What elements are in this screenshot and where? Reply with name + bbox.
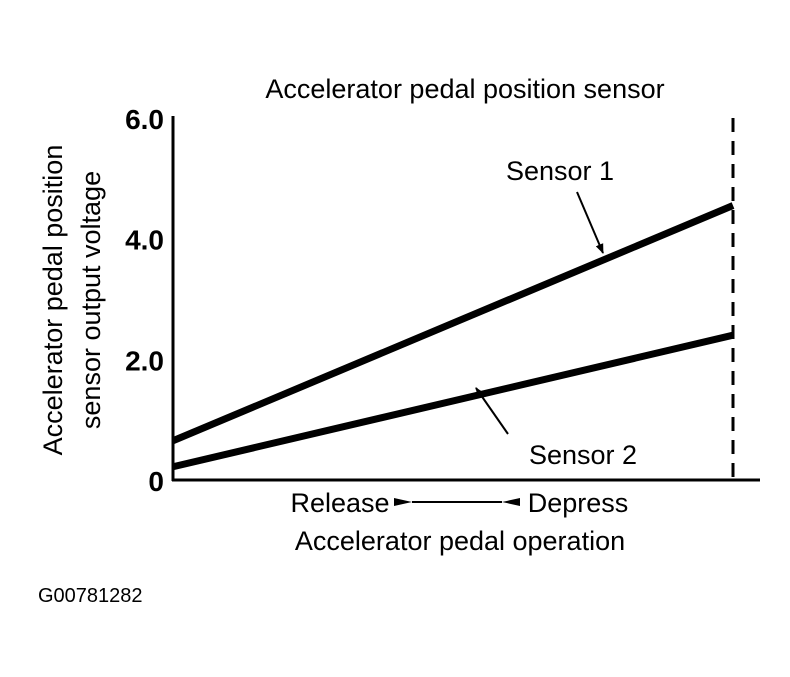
sensor-1-pointer-arrow — [576, 191, 604, 254]
y-tick-label: 4.0 — [125, 225, 164, 256]
y-tick-label: 0 — [148, 466, 164, 497]
y-tick-label: 2.0 — [125, 345, 164, 376]
x-axis-label: Accelerator pedal operation — [295, 526, 625, 556]
series-line-sensor-1 — [171, 202, 735, 445]
series-label-sensor-1: Sensor 1 — [506, 156, 614, 186]
x-label-release: Release — [290, 488, 389, 518]
series-label-sensor-2: Sensor 2 — [529, 440, 637, 470]
y-axis-label-line-1: Accelerator pedal position — [38, 145, 68, 456]
figure-id: G00781282 — [38, 585, 143, 607]
series-line-sensor-2 — [172, 331, 734, 471]
chart-title: Accelerator pedal position sensor — [265, 74, 664, 104]
y-axis-label-line-2: sensor output voltage — [76, 171, 106, 429]
x-label-depress: Depress — [528, 488, 629, 518]
sensor-2-pointer-arrow — [475, 387, 509, 435]
y-tick-label: 6.0 — [125, 104, 164, 135]
